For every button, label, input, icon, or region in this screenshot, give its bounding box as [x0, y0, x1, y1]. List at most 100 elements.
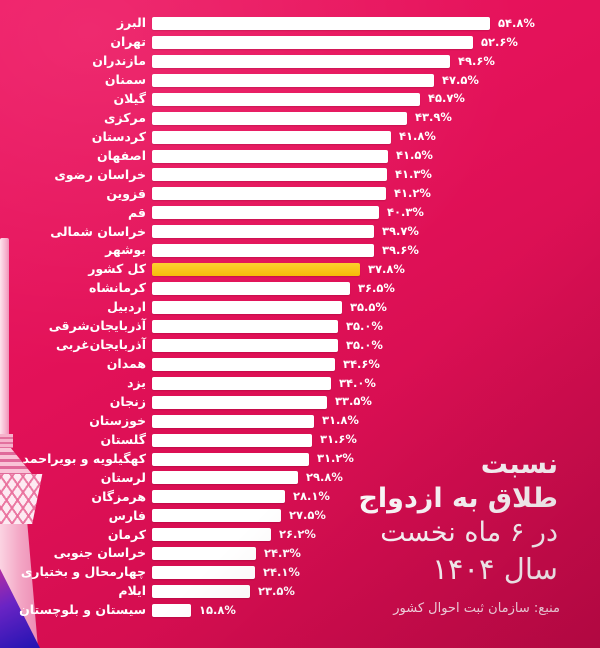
- bar-row: ایلام ۲۳.۵%: [0, 582, 600, 601]
- bar: [152, 92, 420, 106]
- bar: [152, 282, 350, 296]
- chart-title: نسبت طلاق به ازدواج در ۶ ماه نخست سال ۱۴…: [358, 448, 558, 588]
- value-label: ۲۹.۸%: [306, 470, 343, 485]
- bar-row: کردستان ۴۱.۸%: [0, 128, 600, 147]
- bar-row: قزوین ۴۱.۲%: [0, 184, 600, 203]
- bar-row: چهارمحال و بختیاری ۲۴.۱%: [0, 563, 600, 582]
- bar: [152, 376, 331, 390]
- province-label: کهگیلویه و بویراحمد: [22, 450, 146, 466]
- province-label: قزوین: [106, 185, 146, 201]
- value-label: ۳۹.۷%: [382, 224, 419, 239]
- bar-row: خراسان جنوبی ۲۴.۳%: [0, 544, 600, 563]
- province-label: مازندران: [92, 53, 146, 69]
- bar-row: اصفهان ۴۱.۵%: [0, 147, 600, 166]
- province-label: سمنان: [104, 72, 146, 88]
- bar-row: هرمزگان ۲۸.۱%: [0, 487, 600, 506]
- value-label: ۳۴.۶%: [343, 356, 380, 371]
- bar: [152, 35, 473, 49]
- bar-row: کل کشور ۳۷.۸%: [0, 260, 600, 279]
- bar: [152, 433, 312, 447]
- value-label: ۳۳.۵%: [335, 394, 372, 409]
- province-label: هرمزگان: [91, 488, 146, 504]
- province-label: کل کشور: [88, 261, 146, 277]
- bar: [152, 16, 490, 30]
- bar-row: آذربایجان‌غربی ۳۵.۰%: [0, 336, 600, 355]
- province-label: البرز: [116, 15, 146, 31]
- province-label: خراسان جنوبی: [53, 545, 146, 561]
- value-label: ۲۴.۱%: [263, 564, 300, 579]
- bar: [152, 414, 314, 428]
- value-label: ۴۹.۶%: [458, 53, 495, 68]
- bar-row: زنجان ۳۳.۵%: [0, 393, 600, 412]
- bar-row: خراسان شمالی ۳۹.۷%: [0, 222, 600, 241]
- bar: [152, 187, 386, 201]
- province-label: همدان: [106, 356, 146, 372]
- bar-row: تهران ۵۲.۶%: [0, 33, 600, 52]
- value-label: ۳۱.۶%: [320, 432, 357, 447]
- title-line-1: نسبت: [480, 449, 558, 480]
- bar-row: خراسان رضوی ۴۱.۳%: [0, 166, 600, 185]
- value-label: ۴۱.۵%: [396, 148, 433, 163]
- bar: [152, 509, 281, 523]
- bar-row: آذربایجان‌شرقی ۳۵.۰%: [0, 317, 600, 336]
- province-label: آذربایجان‌شرقی: [48, 318, 146, 334]
- bar: [152, 149, 388, 163]
- value-label: ۲۷.۵%: [289, 508, 326, 523]
- bar: [152, 471, 298, 485]
- bar: [152, 338, 338, 352]
- bar: [152, 452, 309, 466]
- province-label: آذربایجان‌غربی: [55, 337, 146, 353]
- bar-row: کرمانشاه ۳۶.۵%: [0, 279, 600, 298]
- value-label: ۲۸.۱%: [293, 489, 330, 504]
- province-label: مرکزی: [103, 109, 146, 125]
- bar-row: یزد ۳۴.۰%: [0, 374, 600, 393]
- value-label: ۳۱.۲%: [317, 451, 354, 466]
- bar-row: مازندران ۴۹.۶%: [0, 52, 600, 71]
- source-note: منبع: سازمان ثبت احوال کشور: [393, 601, 560, 616]
- bar-row: البرز ۵۴.۸%: [0, 14, 600, 33]
- title-line-2: طلاق به ازدواج: [358, 483, 558, 514]
- province-label: فارس: [108, 507, 146, 523]
- province-label: کردستان: [91, 128, 146, 144]
- value-label: ۴۱.۸%: [399, 129, 436, 144]
- bar: [152, 225, 374, 239]
- province-label: چهارمحال و بختیاری: [20, 564, 146, 580]
- bar: [152, 319, 338, 333]
- value-label: ۴۰.۳%: [387, 205, 424, 220]
- bar: [152, 528, 271, 542]
- bar: [152, 585, 250, 599]
- bar-row: قم ۴۰.۳%: [0, 203, 600, 222]
- province-label: لرستان: [100, 469, 146, 485]
- title-line-4: سال ۱۴۰۴: [432, 552, 558, 586]
- value-label: ۴۷.۵%: [442, 72, 479, 87]
- value-label: ۴۱.۳%: [395, 167, 432, 182]
- bar-row: لرستان ۲۹.۸%: [0, 469, 600, 488]
- province-label: گلستان: [100, 431, 146, 447]
- value-label: ۳۱.۸%: [322, 413, 359, 428]
- province-label: اصفهان: [97, 147, 146, 163]
- value-label: ۳۴.۰%: [339, 375, 376, 390]
- bar-row: بوشهر ۳۹.۶%: [0, 241, 600, 260]
- value-label: ۳۵.۰%: [346, 337, 383, 352]
- province-label: سیستان و بلوچستان: [19, 602, 146, 618]
- value-label: ۵۲.۶%: [481, 34, 518, 49]
- province-label: خوزستان: [89, 412, 146, 428]
- province-label: بوشهر: [105, 242, 146, 258]
- value-label: ۴۵.۷%: [428, 91, 465, 106]
- bar-row: مرکزی ۴۳.۹%: [0, 109, 600, 128]
- value-label: ۲۶.۲%: [279, 527, 316, 542]
- province-label: قم: [128, 204, 146, 220]
- province-label: اردبیل: [107, 299, 146, 315]
- bar: [152, 604, 191, 618]
- bar: [152, 54, 450, 68]
- bar-row: فارس ۲۷.۵%: [0, 506, 600, 525]
- bar: [152, 301, 342, 315]
- bar: [152, 547, 256, 561]
- value-label: ۳۹.۶%: [382, 242, 419, 257]
- bar: [152, 206, 379, 220]
- bar-row: کرمان ۲۶.۲%: [0, 525, 600, 544]
- province-label: کرمانشاه: [89, 280, 146, 296]
- divorce-marriage-bar-chart: البرز ۵۴.۸% تهران ۵۲.۶% مازندران ۴۹.۶% سمنان ۴۷…: [0, 14, 600, 620]
- bar: [152, 566, 255, 580]
